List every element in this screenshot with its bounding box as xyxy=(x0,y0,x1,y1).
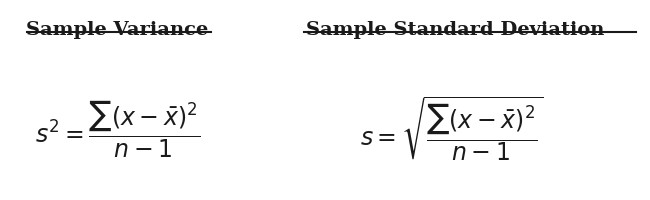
Text: Sample Variance: Sample Variance xyxy=(26,21,208,39)
Text: $s = \sqrt{\dfrac{\sum(x - \bar{x})^2}{n - 1}}$: $s = \sqrt{\dfrac{\sum(x - \bar{x})^2}{n… xyxy=(360,95,544,164)
Text: $s^2 = \dfrac{\sum(x - \bar{x})^2}{n - 1}$: $s^2 = \dfrac{\sum(x - \bar{x})^2}{n - 1… xyxy=(34,99,200,160)
Text: Sample Standard Deviation: Sample Standard Deviation xyxy=(306,21,604,39)
